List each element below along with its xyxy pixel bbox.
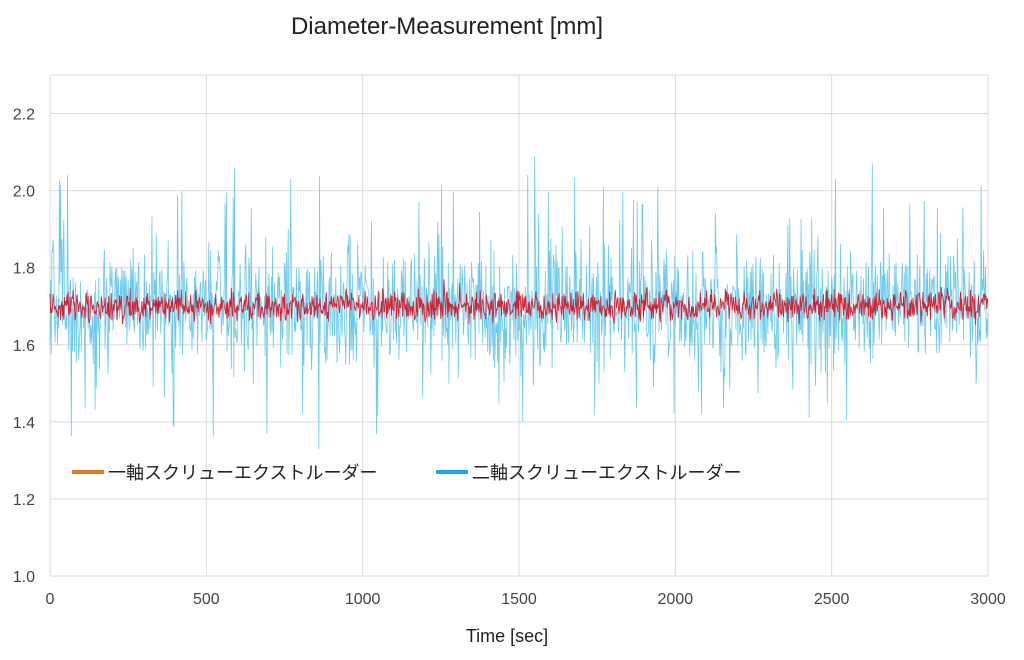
x-tick-label: 0 (46, 591, 55, 608)
y-tick-label: 2.0 (13, 184, 35, 201)
x-tick-label: 2500 (814, 591, 850, 608)
x-axis-label: Time [sec] (466, 626, 548, 646)
series-line-1 (49, 279, 989, 325)
x-tick-labels: 0 500 1000 1500 2000 2500 3000 (46, 591, 1006, 608)
gridlines (49, 74, 989, 577)
legend-label-series-2: 二軸スクリューエクストルーダー (472, 463, 741, 483)
legend: 一軸スクリューエクストルーダー 二軸スクリューエクストルーダー (72, 463, 741, 483)
chart-title: Diameter-Measurement [mm] (291, 13, 603, 40)
y-tick-label: 1.2 (13, 492, 35, 509)
y-tick-label: 2.2 (13, 107, 35, 124)
x-tick-label: 1500 (501, 591, 537, 608)
y-tick-labels: 1.0 1.2 1.4 1.6 1.8 2.0 2.2 (13, 107, 35, 586)
legend-label-series-1: 一軸スクリューエクストルーダー (108, 463, 377, 483)
series-layer (49, 155, 989, 449)
x-tick-label: 1000 (345, 591, 381, 608)
y-tick-label: 1.8 (13, 261, 35, 278)
x-tick-label: 2000 (658, 591, 694, 608)
x-tick-label: 3000 (970, 591, 1006, 608)
y-tick-label: 1.6 (13, 338, 35, 355)
y-tick-label: 1.4 (13, 415, 35, 432)
y-tick-label: 1.0 (13, 569, 35, 586)
x-tick-label: 500 (193, 591, 220, 608)
